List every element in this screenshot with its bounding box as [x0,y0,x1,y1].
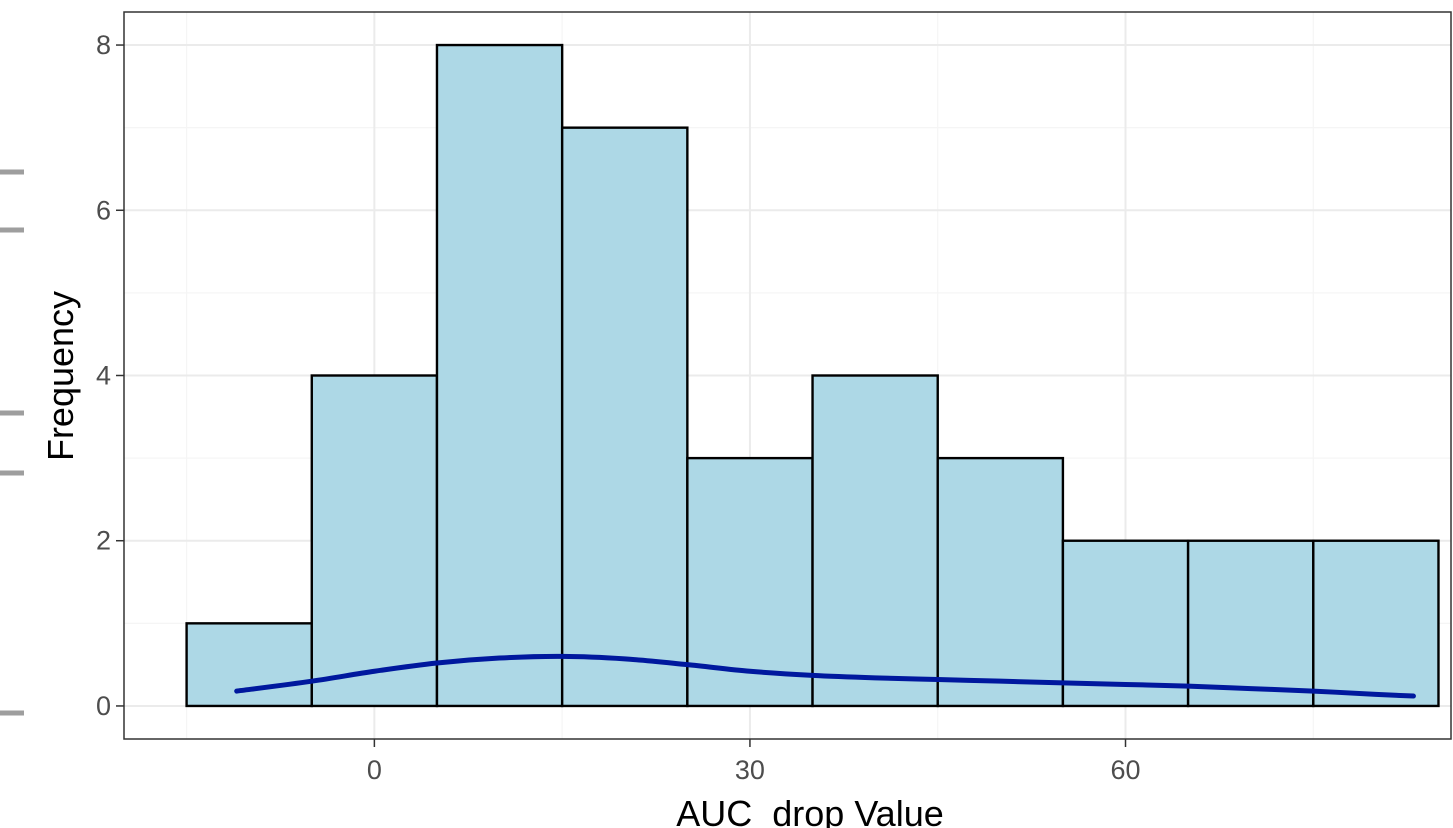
y-tick-label: 4 [96,361,111,391]
histogram-bar [435,43,564,708]
left-edge-marks [0,169,24,716]
y-tick-label: 2 [96,526,111,556]
histogram-bar [936,456,1065,708]
x-tick-label: 60 [1110,755,1140,785]
y-tick-label: 8 [96,30,111,60]
histogram-bar [686,456,814,708]
x-tick-label: 0 [367,755,382,785]
histogram-bar [1061,539,1190,708]
x-tick-label: 30 [735,755,765,785]
histogram-bar [1312,539,1440,708]
histogram-bar [1186,539,1315,708]
histogram-bar [310,374,439,708]
x-axis-title: AUC_drop Value [676,793,944,828]
histogram-bars [185,43,1440,708]
histogram-bar [560,126,689,708]
y-tick-label: 6 [96,195,111,225]
density-curve [234,653,1416,699]
y-axis-title: Frequency [40,291,81,461]
density-curve-layer [234,653,1416,699]
y-tick-label: 0 [96,691,111,721]
histogram-bar [811,374,939,708]
histogram-bar [185,622,313,708]
axis-ticks: 0 30 60 0 2 4 6 8 [96,30,1141,785]
